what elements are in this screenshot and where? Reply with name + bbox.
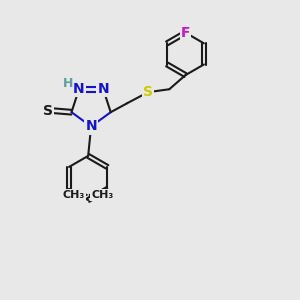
Text: S: S [143,85,153,99]
Text: N: N [85,119,97,134]
Text: CH₃: CH₃ [91,190,113,200]
Text: S: S [43,104,53,118]
Text: N: N [73,82,85,96]
Text: N: N [98,82,109,96]
Text: F: F [181,26,190,40]
Text: H: H [63,77,73,90]
Text: CH₃: CH₃ [63,190,85,200]
